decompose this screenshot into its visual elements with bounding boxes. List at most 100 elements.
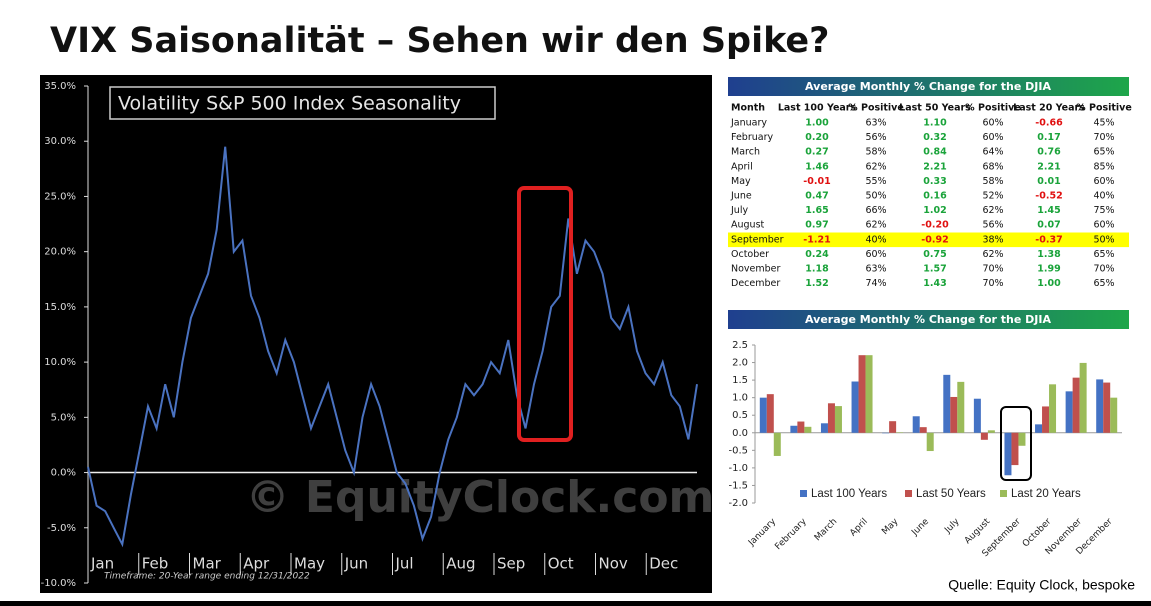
legend-swatch [1000,490,1007,497]
y-tick-label: -10.0% [41,578,76,589]
bar [987,430,995,433]
y-tick-label: 35.0% [44,81,76,92]
bar [790,425,798,433]
x-tick-label: Aug [446,555,475,573]
change-cell: 0.16 [923,191,947,202]
column-header: Last 50 Years [899,103,971,114]
bar [889,421,897,433]
table-cell: 56% [982,220,1003,231]
legend-label: Last 100 Years [811,488,887,500]
y-tick-label: -2.0 [728,498,748,509]
change-cell: -0.92 [921,234,948,245]
bar [1035,424,1043,433]
bar [759,397,767,433]
change-cell: 0.33 [923,176,946,187]
table-cell: 50% [865,191,886,202]
table-cell: 64% [982,147,1003,158]
change-cell: -0.66 [1035,118,1063,129]
bar [804,426,812,433]
change-cell: 0.84 [923,147,947,158]
table-cell: November [731,264,781,275]
september-box [1000,406,1032,481]
bar [1004,432,1012,476]
table-cell: 56% [865,132,886,143]
bar [1018,432,1026,446]
page-title: VIX Saisonalität – Sehen wir den Spike? [50,21,829,61]
change-cell: 1.00 [805,118,829,129]
legend-label: Last 20 Years [1011,488,1081,500]
bar [1079,362,1087,433]
table-cell: 38% [982,234,1003,245]
x-tick-label: February [773,516,809,552]
change-cell: 1.38 [1037,249,1061,260]
table-cell: 60% [1093,176,1114,187]
x-tick-label: April [848,517,870,539]
bar [773,432,781,456]
change-cell: 0.76 [1037,147,1061,158]
bar [797,421,805,433]
table-cell: 70% [1093,264,1114,275]
timeframe-note: Timeframe: 20-Year range ending 12/31/20… [104,572,310,582]
table-cell: 70% [982,278,1003,289]
y-tick-label: 30.0% [44,136,76,147]
change-cell: 0.07 [1037,220,1060,231]
table-cell: 50% [1093,234,1114,245]
bar [919,427,927,433]
vix-panel [40,75,712,593]
table-cell: 62% [865,220,886,231]
y-tick-label: 5.0% [51,412,76,423]
y-tick-label: 15.0% [44,302,76,313]
y-tick-label: 20.0% [44,247,76,258]
table-cell: 66% [865,205,886,216]
table-cell: December [731,278,780,289]
legend-swatch [800,490,807,497]
table-cell: 68% [982,161,1003,172]
x-tick-label: June [909,516,931,538]
bar [980,432,988,440]
bar [827,403,835,433]
column-header: % Positive [1076,103,1132,114]
table-cell: 58% [982,176,1003,187]
bar [1096,379,1104,433]
y-tick-label: 2.5 [732,340,748,351]
table-cell: 62% [982,249,1003,260]
table-title: Average Monthly % Change for the DJIA [805,80,1051,93]
change-cell: 1.43 [923,278,946,289]
change-cell: 0.47 [805,191,828,202]
x-tick-label: Nov [599,555,628,573]
bar-header [728,310,1129,329]
x-tick-label: May [294,555,325,573]
y-tick-label: 0.5 [732,410,748,421]
bar [1103,382,1111,433]
x-tick-label: Sep [497,555,525,573]
bar [926,432,934,452]
table-cell: August [731,220,765,231]
bar [1065,391,1073,433]
x-tick-label: August [963,516,993,546]
y-tick-label: 25.0% [44,191,76,202]
legend-label: Last 50 Years [916,488,986,500]
y-tick-label: 1.5 [732,375,748,386]
y-tick-label: 10.0% [44,357,76,368]
watermark: © EquityClock.com [246,472,715,523]
change-cell: 0.27 [805,147,828,158]
table-cell: April [731,161,753,172]
bar [943,374,951,433]
x-tick-label: Jul [395,555,414,573]
change-cell: 0.20 [805,132,829,143]
bar-chart: -2.0-1.5-1.0-0.50.00.51.01.52.02.5Januar… [728,340,1122,559]
vix-line [87,146,698,548]
y-tick-label: -1.5 [728,480,748,491]
bar [973,398,981,433]
change-cell: 0.97 [805,220,828,231]
change-cell: 0.01 [1037,176,1060,187]
x-tick-label: March [813,517,839,543]
table: Average Monthly % Change for the DJIA Mon… [728,77,1132,289]
change-cell: 0.17 [1037,132,1060,143]
bar [851,381,859,433]
change-cell: 0.32 [923,132,946,143]
row-highlight [728,232,1129,248]
x-tick-label: Jan [90,555,114,573]
table-cell: 74% [865,278,886,289]
